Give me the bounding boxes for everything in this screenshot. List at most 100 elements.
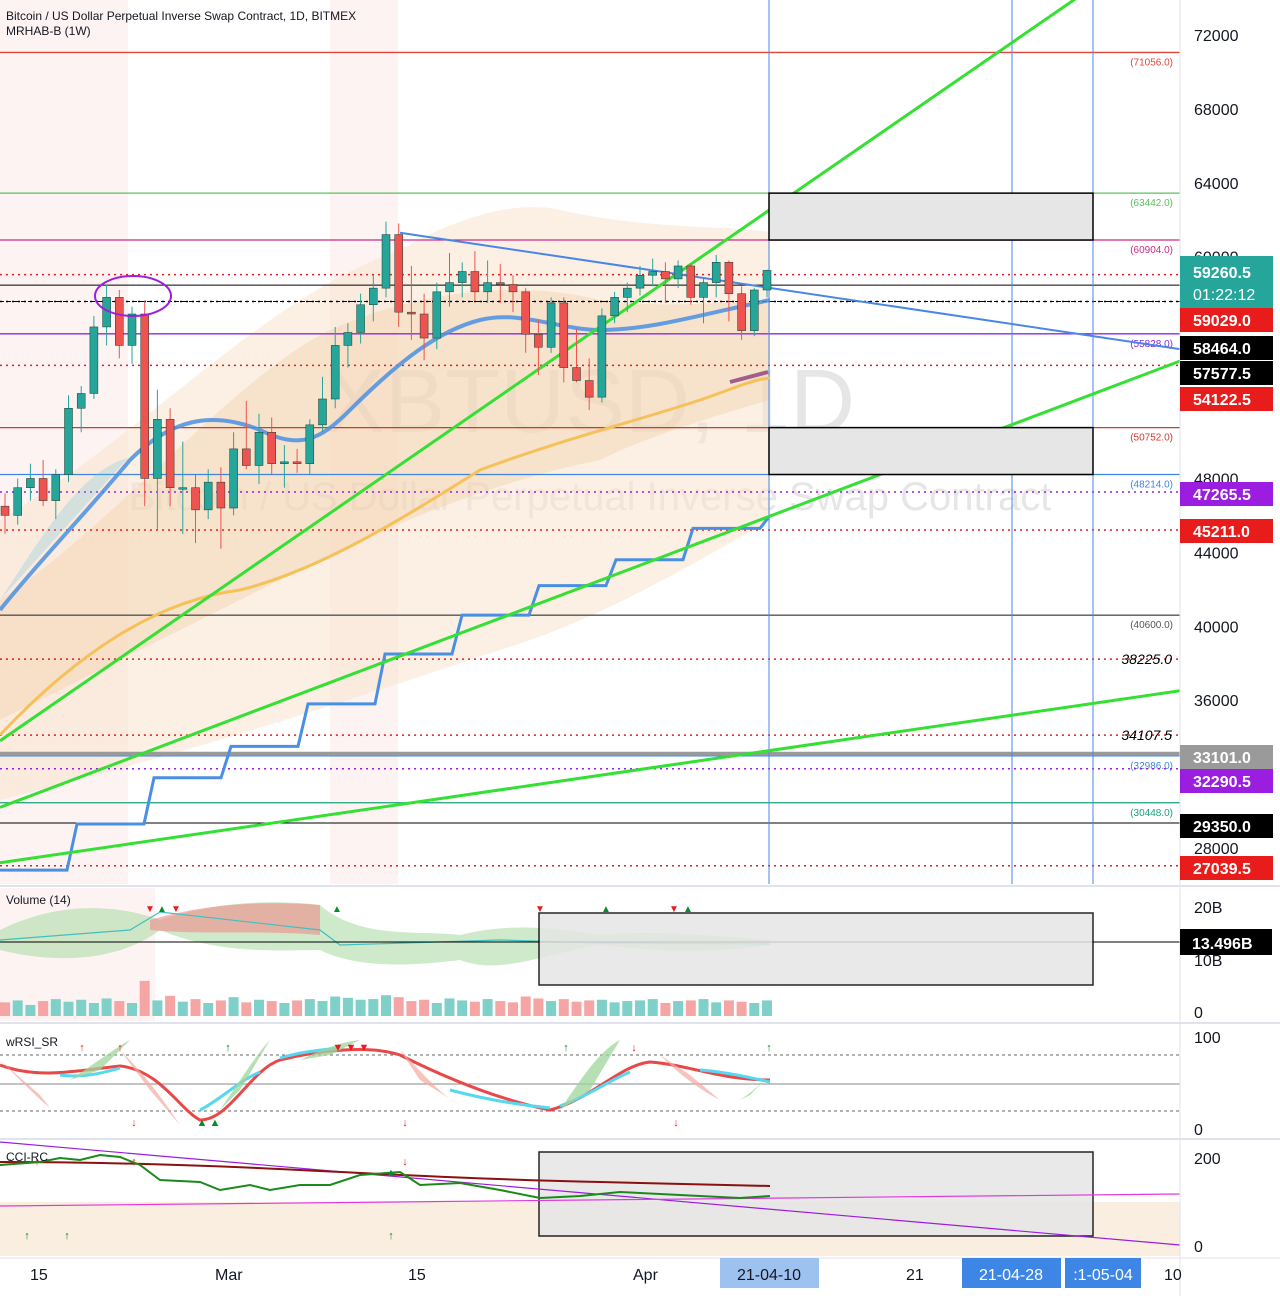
candle-body xyxy=(584,380,594,398)
candle-body xyxy=(648,271,657,276)
candle-body xyxy=(470,271,480,293)
price-axis[interactable]: 2800036000400004400048000600006400068000… xyxy=(1194,28,1239,858)
volume-bar xyxy=(609,1002,620,1016)
volume-bar xyxy=(762,1000,772,1016)
trendline-descending xyxy=(399,231,1180,351)
current-price-text: 59260.5 xyxy=(1193,265,1251,282)
svg-text:0: 0 xyxy=(1194,1239,1203,1256)
cci-signal-arrow: ↑ xyxy=(131,1156,137,1168)
candle-body xyxy=(381,234,391,289)
wrsi-label[interactable]: wRSI_SR xyxy=(5,1035,58,1049)
volume-bar xyxy=(393,997,404,1016)
axis-tag-text: 54122.5 xyxy=(1193,392,1251,409)
volume-bar xyxy=(228,997,239,1016)
volume-bar xyxy=(381,995,391,1016)
candle-body xyxy=(394,234,403,313)
candle-body xyxy=(521,291,530,335)
level-label: (71056.0) xyxy=(1130,57,1173,68)
svg-text:20B: 20B xyxy=(1194,900,1222,917)
cci-box xyxy=(538,1151,1094,1237)
rsi-signal-arrow: ▼ xyxy=(359,1042,370,1054)
volume-bar xyxy=(457,1000,468,1016)
volume-bar xyxy=(558,999,569,1016)
rsi-line-cyan xyxy=(59,1046,771,1112)
volume-bar xyxy=(254,999,264,1016)
cci-signal-arrow: ↓ xyxy=(402,1156,408,1168)
level-label: (50752.0) xyxy=(1130,433,1173,444)
time-axis[interactable]: 15 Mar 15 Apr 21 10 21-04-10 21-04-28 :1… xyxy=(30,1258,1182,1288)
signal-arrow: ▲ xyxy=(332,904,342,915)
volume-bar xyxy=(114,1001,125,1016)
level-label: (60904.0) xyxy=(1130,245,1173,256)
level-label: (63442.0) xyxy=(1130,198,1173,209)
volume-cloud-red xyxy=(150,903,320,935)
cci-signal-arrow: ↑ xyxy=(24,1230,30,1242)
countdown-text: 01:22:12 xyxy=(1193,287,1255,304)
level-label: (48214.0) xyxy=(1130,480,1173,491)
cloud-area xyxy=(0,458,128,600)
candle-body xyxy=(178,487,188,490)
candle-body xyxy=(280,461,289,464)
volume-bar xyxy=(419,999,430,1016)
volume-bar xyxy=(355,999,366,1016)
svg-text::1-05-04: :1-05-04 xyxy=(1073,1267,1133,1284)
date-tag-0428 xyxy=(962,1258,1061,1288)
projection-box-lower xyxy=(768,426,1094,476)
candle-body xyxy=(572,367,581,381)
candle-body xyxy=(305,424,315,464)
ellipse-annotation xyxy=(94,275,172,317)
svg-text:15: 15 xyxy=(30,1267,48,1284)
candle-body xyxy=(343,332,353,346)
cci-label[interactable]: CCI-RC xyxy=(6,1150,48,1164)
trendline-middle xyxy=(0,359,1180,809)
volume-bar xyxy=(12,1000,23,1016)
volume-bar xyxy=(635,1000,645,1016)
svg-text:0: 0 xyxy=(1194,1005,1203,1022)
candle-body xyxy=(762,270,772,291)
candle-body xyxy=(534,334,543,348)
svg-text:Mar: Mar xyxy=(215,1267,243,1284)
volume-bar xyxy=(127,1003,137,1016)
cci-signal-arrow: ↑ xyxy=(34,1156,40,1168)
candle-body xyxy=(115,297,124,346)
axis-tag xyxy=(1180,769,1273,793)
price-tick: 28000 xyxy=(1194,841,1239,858)
candle-body xyxy=(267,432,276,464)
candle-body xyxy=(26,478,35,488)
axis-tag xyxy=(1180,387,1273,411)
candle-body xyxy=(356,304,365,333)
candle-body xyxy=(191,487,200,511)
candle-body xyxy=(432,291,442,339)
volume-bar xyxy=(673,1001,684,1016)
volume-bar xyxy=(660,1003,671,1016)
cci-signal-arrow: ↑ xyxy=(64,1230,70,1242)
candle-body xyxy=(673,265,683,280)
volume-box xyxy=(538,912,1094,986)
level-italic-label: 38225.0 xyxy=(1121,651,1172,667)
projection-box-upper xyxy=(768,192,1094,241)
candle-body xyxy=(419,313,429,339)
candle-body xyxy=(318,398,327,426)
cci-signal-arrow: ▲ xyxy=(386,1167,397,1179)
volume-label[interactable]: Volume (14) xyxy=(6,893,71,907)
volume-bar xyxy=(215,1000,226,1016)
axis-tag-text: 27039.5 xyxy=(1193,861,1251,878)
axis-tag xyxy=(1180,814,1273,838)
candle-body xyxy=(38,478,48,501)
candle-body xyxy=(153,419,162,479)
rsi-signal-arrow: ↓ xyxy=(131,1117,137,1129)
candle-body xyxy=(635,274,645,289)
volume-bar xyxy=(63,1001,74,1016)
candle-body xyxy=(711,262,721,283)
candle-body xyxy=(369,287,378,306)
main-plot: (71056.0)(63442.0)(60904.0)(55828.0)(507… xyxy=(0,0,1180,884)
price-tick: 64000 xyxy=(1194,176,1239,193)
svg-text:200: 200 xyxy=(1194,1151,1221,1168)
volume-bar xyxy=(342,997,353,1016)
candle-body xyxy=(76,393,86,409)
candle-body xyxy=(559,302,569,368)
price-tick: 72000 xyxy=(1194,28,1239,45)
axis-tag-text: 45211.0 xyxy=(1193,524,1250,541)
rsi-signal-arrow: ↓ xyxy=(631,1042,637,1054)
